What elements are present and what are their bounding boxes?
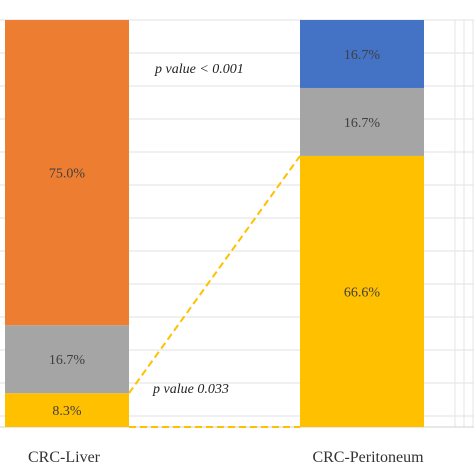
data-label: 16.7% (344, 48, 381, 63)
p-value-annotation-bottom: p value 0.033 (152, 382, 229, 397)
bar-segment-crc-peritoneum-0 (300, 155, 424, 428)
bar-segment-crc-liver-1 (5, 325, 129, 394)
data-label: 66.6% (344, 285, 381, 300)
p-value-annotation-top: p value < 0.001 (154, 62, 244, 77)
comparison-line-top-1 (128, 155, 301, 394)
bars (5, 20, 424, 428)
data-label: 75.0% (49, 167, 86, 182)
comparison-lines (128, 155, 301, 428)
data-label: 16.7% (49, 353, 86, 368)
bar-segment-crc-peritoneum-1 (300, 87, 424, 156)
bar-segment-crc-liver-0 (5, 393, 129, 427)
bar-segment-crc-peritoneum-3 (300, 20, 424, 88)
data-label: 8.3% (52, 404, 82, 419)
segment-labels: 8.3% 16.7% 75.0% 66.6% 16.7% 16.7% (49, 48, 381, 419)
bar-segment-crc-liver-2 (5, 20, 129, 326)
data-label: 16.7% (344, 116, 381, 131)
x-tick-label-crc-peritoneum: CRC-Peritoneum (312, 449, 424, 466)
x-tick-label-crc-liver: CRC-Liver (28, 449, 101, 466)
